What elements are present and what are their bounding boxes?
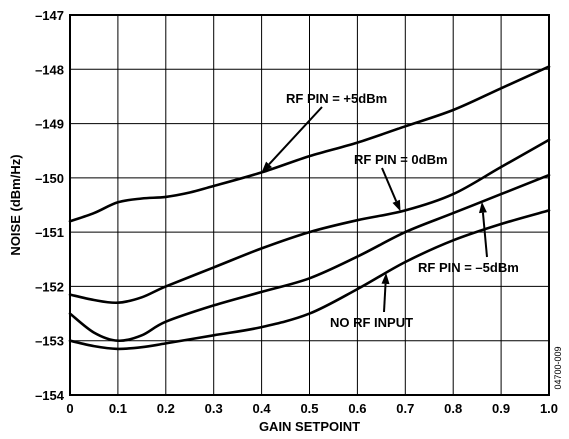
annotation-arrow-shaft (481, 212, 488, 258)
annotation-arrow-shaft (383, 283, 387, 313)
y-tick-label: –147 (35, 8, 64, 23)
annotations: RF PIN = +5dBm RF PIN = 0dBm RF PIN = –5dB… (261, 91, 519, 330)
annotation-arrow-shaft (268, 106, 323, 166)
y-tick-label: –151 (35, 225, 64, 240)
annotation-arrowhead (261, 161, 272, 173)
y-tick-label: –154 (35, 388, 65, 403)
x-tick-label: 0.1 (109, 401, 127, 416)
x-tick-label: 0 (66, 401, 73, 416)
curve-rf-pin-0dbm (68, 138, 551, 305)
annotation-rf-pin-plus5dbm: RF PIN = +5dBm (286, 91, 387, 106)
x-tick-label: 0.4 (253, 401, 272, 416)
x-tick-label: 0.2 (157, 401, 175, 416)
x-tick-label: 0.8 (444, 401, 462, 416)
annotation-arrowhead (479, 201, 487, 214)
y-tick-label: –152 (35, 279, 64, 294)
x-tick-label: 0.9 (492, 401, 510, 416)
annotation-arrowhead (392, 199, 401, 212)
curve-no-rf-input (68, 209, 551, 351)
x-tick-label: 1.0 (540, 401, 558, 416)
y-tick-label: –150 (35, 171, 64, 186)
figure-id: 04700-009 (553, 346, 563, 389)
y-tick-label: –149 (35, 117, 64, 132)
annotation-arrowhead (381, 272, 390, 285)
y-tick-label: –148 (35, 62, 64, 77)
y-tick-label: –153 (35, 334, 64, 349)
annotation-no-rf-input: NO RF INPUT (330, 315, 413, 330)
data-curves (68, 65, 551, 351)
y-tick-labels: –154 –153 –152 –151 –150 –149 –148 –147 (35, 8, 65, 403)
x-axis-title: GAIN SETPOINT (259, 419, 360, 434)
x-tick-label: 0.5 (300, 401, 318, 416)
x-tick-label: 0.3 (205, 401, 223, 416)
curve-rf-pin-minus5dbm (68, 173, 551, 343)
x-tick-label: 0.6 (348, 401, 366, 416)
annotation-rf-pin-0dbm: RF PIN = 0dBm (354, 152, 448, 167)
grid (70, 15, 549, 395)
annotation-arrow-shaft (381, 167, 398, 202)
x-tick-label: 0.7 (396, 401, 414, 416)
x-tick-labels: 0 0.1 0.2 0.3 0.4 0.5 0.6 0.7 0.8 0.9 1.0 (66, 401, 558, 416)
curve-rf-pin-plus5dbm (68, 65, 551, 223)
y-axis-title: NOISE (dBm/Hz) (8, 154, 23, 255)
plot-frame (69, 14, 550, 396)
annotation-rf-pin-minus5dbm: RF PIN = –5dBm (418, 260, 519, 275)
